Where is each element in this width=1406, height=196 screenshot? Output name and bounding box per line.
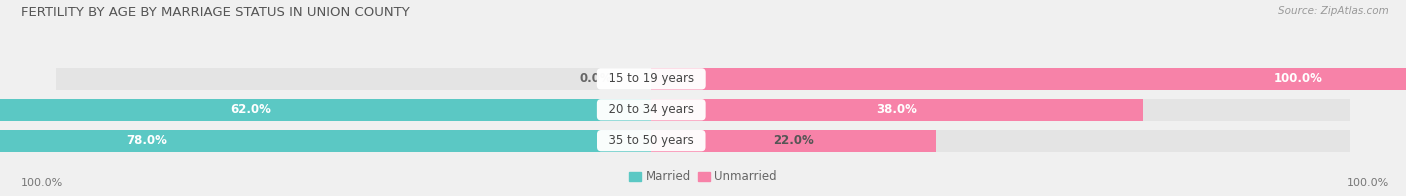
Text: 22.0%: 22.0% <box>773 134 814 147</box>
Bar <box>56 68 1350 90</box>
Text: 0.0%: 0.0% <box>579 72 613 85</box>
Text: FERTILITY BY AGE BY MARRIAGE STATUS IN UNION COUNTY: FERTILITY BY AGE BY MARRIAGE STATUS IN U… <box>21 6 409 19</box>
Text: 78.0%: 78.0% <box>127 134 167 147</box>
Bar <box>56 130 1350 152</box>
Text: 38.0%: 38.0% <box>876 103 918 116</box>
Text: 20 to 34 years: 20 to 34 years <box>600 103 702 116</box>
Text: 15 to 19 years: 15 to 19 years <box>600 72 702 85</box>
Text: 62.0%: 62.0% <box>229 103 271 116</box>
Bar <box>651 68 1406 90</box>
Text: 100.0%: 100.0% <box>21 178 63 188</box>
Text: 100.0%: 100.0% <box>1274 72 1323 85</box>
Bar <box>56 99 1350 121</box>
Bar <box>651 130 936 152</box>
Text: Source: ZipAtlas.com: Source: ZipAtlas.com <box>1278 6 1389 16</box>
Bar <box>0 99 651 121</box>
Text: 100.0%: 100.0% <box>1347 178 1389 188</box>
Text: 35 to 50 years: 35 to 50 years <box>602 134 702 147</box>
Bar <box>0 130 651 152</box>
Legend: Married, Unmarried: Married, Unmarried <box>624 166 782 188</box>
Bar <box>651 99 1143 121</box>
